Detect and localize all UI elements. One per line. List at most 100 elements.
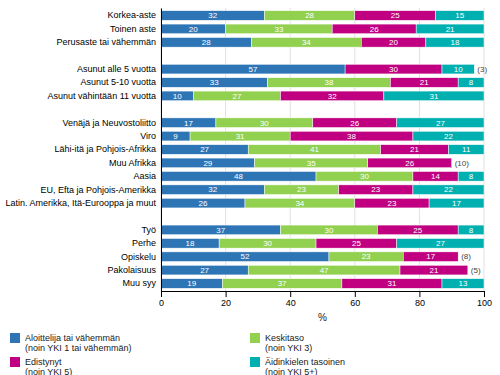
data-label: 34 [295, 199, 304, 208]
data-label: 11 [462, 145, 471, 154]
tick-label: Toinen aste [110, 24, 156, 34]
data-label: 30 [389, 65, 398, 74]
bar [416, 24, 484, 34]
tick-label: Perhe [132, 238, 156, 248]
bar [216, 118, 313, 128]
bar [161, 265, 248, 275]
data-label: 29 [203, 159, 212, 168]
legend-swatch [250, 357, 260, 367]
data-label: 37 [278, 279, 287, 288]
legend-item: Edistynyt(noin YKI 5) [10, 357, 72, 375]
bar [413, 185, 484, 195]
bar [355, 198, 429, 208]
bar [458, 171, 484, 181]
bar [161, 118, 216, 128]
bar [368, 158, 452, 168]
data-label: 31 [387, 279, 396, 288]
tick: Pakolaisuus [107, 265, 161, 275]
data-label: 21 [446, 25, 455, 34]
tick-label: Muu Afrikka [109, 158, 156, 168]
data-label: 14 [431, 172, 440, 181]
tick: Asunut 5-10 vuotta [80, 77, 161, 87]
tick: 0 [159, 291, 164, 308]
legend-swatch [10, 357, 20, 367]
bar [339, 185, 413, 195]
tick: 40 [286, 291, 296, 308]
data-label: 27 [200, 145, 209, 154]
data-label: 9 [173, 132, 178, 141]
data-label: 52 [241, 252, 250, 261]
tick: Perusaste tai vähemmän [56, 37, 161, 47]
data-label: 32 [208, 11, 217, 20]
bar [161, 185, 264, 195]
bar [403, 252, 458, 262]
legend-swatch [250, 333, 260, 343]
bar [281, 91, 384, 101]
bar [313, 118, 397, 128]
tick: Korkea-aste [107, 10, 161, 20]
bar [255, 158, 368, 168]
tick: Perhe [132, 238, 161, 248]
bar [429, 198, 484, 208]
bar [161, 198, 245, 208]
bar [161, 91, 193, 101]
data-label: 18 [450, 38, 459, 47]
data-label: 27 [436, 239, 445, 248]
tick-label: Työ [141, 225, 156, 235]
data-label: 23 [371, 185, 380, 194]
bar [397, 238, 484, 248]
tick-label: Asunut alle 5 vuotta [77, 64, 156, 74]
data-label: 19 [187, 279, 196, 288]
tick-label: Korkea-aste [107, 10, 156, 20]
tick: Muu syy [122, 278, 161, 288]
data-label: 8 [469, 172, 474, 181]
legend-label-line: Edistynyt [25, 357, 62, 367]
tick-label: Asunut vähintään 11 vuotta [48, 91, 156, 101]
tick: Toinen aste [110, 24, 161, 34]
bar [161, 24, 226, 34]
data-label: 17 [184, 119, 193, 128]
tick: Työ [141, 225, 161, 235]
bar [161, 252, 329, 262]
bar [458, 225, 484, 235]
bar [397, 118, 484, 128]
legend-label-line: Aloittelija tai vähemmän [25, 333, 120, 343]
series [281, 11, 468, 289]
bar [436, 11, 484, 21]
bar [332, 24, 416, 34]
bar [161, 78, 268, 88]
tick: 100 [477, 291, 492, 308]
bar [161, 238, 219, 248]
data-label: 30 [263, 239, 272, 248]
bar [190, 131, 290, 141]
tick-label: 20 [221, 298, 231, 308]
tick-label: Asunut 5-10 vuotta [80, 77, 156, 87]
legend-item: Äidinkielen tasoinen(noin YKI 5+) [250, 357, 345, 375]
bar [329, 252, 403, 262]
tick: Latin. Amerikka, Itä-Eurooppa ja muut [5, 198, 161, 208]
data-label: 21 [429, 266, 438, 275]
bar [248, 145, 380, 155]
tick-mark [484, 291, 485, 297]
data-label: 17 [426, 252, 435, 261]
bar [222, 279, 342, 289]
bar [342, 279, 442, 289]
bar [161, 279, 222, 289]
data-label: 41 [310, 145, 319, 154]
tick-label: Opiskelu [121, 252, 156, 262]
bar [316, 238, 397, 248]
tick: Lähi-itä ja Pohjois-Afrikka [54, 144, 161, 154]
bar [413, 131, 484, 141]
x-axis-title: % [318, 312, 327, 323]
legend: Aloittelija tai vähemmän(noin YKI 1 tai … [10, 333, 345, 375]
bar [251, 37, 361, 47]
bar [448, 145, 484, 155]
tick-label: Pakolaisuus [107, 265, 156, 275]
data-label: 21 [410, 145, 419, 154]
data-label: 18 [186, 239, 195, 248]
series [190, 11, 413, 289]
data-label: 25 [413, 226, 422, 235]
bar [161, 64, 345, 74]
data-label: 10 [454, 65, 463, 74]
data-label: 48 [234, 172, 243, 181]
